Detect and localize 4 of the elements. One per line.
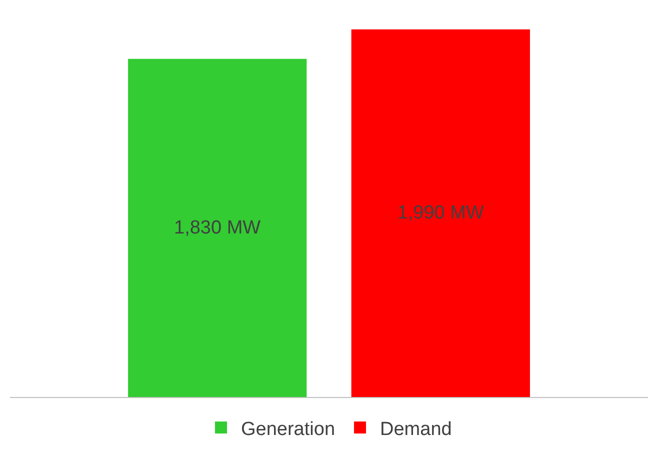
data-label: 1,990 MW	[397, 202, 484, 224]
data-label: 1,830 MW	[174, 217, 261, 238]
legend-label: Demand	[380, 418, 452, 440]
legend-label: Generation	[241, 418, 336, 440]
